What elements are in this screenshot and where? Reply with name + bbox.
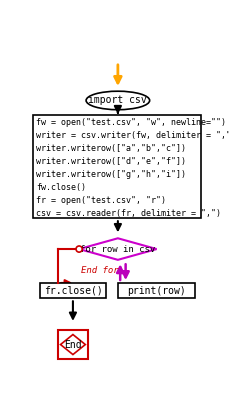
Text: fr = open("test.csv", "r"): fr = open("test.csv", "r") <box>35 196 165 205</box>
Text: fw = open("test.csv", "w", newline=""): fw = open("test.csv", "w", newline="") <box>35 118 225 127</box>
Text: print(row): print(row) <box>127 286 185 296</box>
Text: fw.close(): fw.close() <box>35 183 85 192</box>
Text: fr.close(): fr.close() <box>44 286 102 296</box>
Text: import csv: import csv <box>88 95 147 105</box>
Polygon shape <box>60 334 85 354</box>
Polygon shape <box>33 115 200 218</box>
Ellipse shape <box>86 91 149 110</box>
Polygon shape <box>40 283 106 298</box>
Text: for row in csv: for row in csv <box>80 244 155 254</box>
Polygon shape <box>117 283 194 298</box>
Text: End: End <box>64 339 81 349</box>
Text: writer.writerow(["g","h","i"]): writer.writerow(["g","h","i"]) <box>35 170 185 179</box>
Text: End for: End for <box>81 266 119 275</box>
Text: writer.writerow(["d","e","f"]): writer.writerow(["d","e","f"]) <box>35 157 185 166</box>
Text: writer = csv.writer(fw, delimiter = ","): writer = csv.writer(fw, delimiter = ",") <box>35 131 229 140</box>
Text: writer.writerow(["a","b","c"]): writer.writerow(["a","b","c"]) <box>35 144 185 153</box>
Polygon shape <box>58 330 87 359</box>
Circle shape <box>76 246 82 252</box>
Text: csv = csv.reader(fr, delimiter = ","): csv = csv.reader(fr, delimiter = ",") <box>35 209 220 218</box>
Polygon shape <box>79 238 156 260</box>
